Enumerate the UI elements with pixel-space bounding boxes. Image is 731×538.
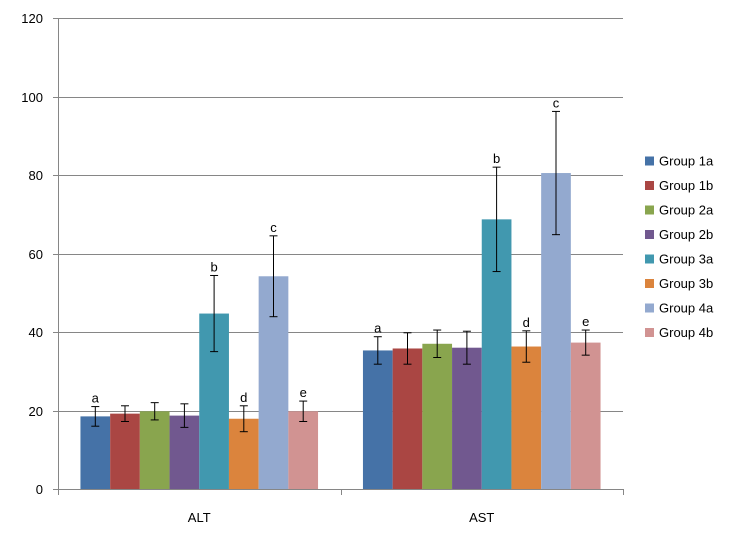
bar (422, 343, 453, 489)
legend-swatch (645, 156, 654, 166)
error-bars (91, 110, 590, 433)
bar (288, 411, 319, 489)
legend-label: Group 1b (659, 178, 713, 193)
legend-label: Group 4b (659, 325, 713, 340)
significance-label: d (240, 390, 247, 405)
legend-swatch (645, 254, 654, 264)
significance-labels: a b d c e a b d c e (92, 95, 590, 405)
bar (511, 346, 542, 489)
significance-label: c (270, 220, 277, 235)
legend-label: Group 4a (659, 301, 714, 316)
legend-label: Group 1a (659, 154, 714, 169)
bar (110, 413, 140, 489)
x-category-label: ALT (188, 510, 211, 525)
significance-label: d (523, 315, 530, 330)
y-tick-label: 100 (21, 90, 43, 105)
legend-swatch (645, 328, 654, 337)
significance-label: e (582, 314, 589, 329)
bar (80, 416, 111, 489)
legend-label: Group 3b (659, 276, 713, 291)
legend-swatch (645, 303, 654, 313)
bar (392, 348, 423, 489)
bars (80, 173, 601, 490)
y-tick-label: 80 (29, 168, 43, 183)
bar (452, 347, 482, 489)
significance-label: b (493, 151, 500, 166)
bar (139, 411, 170, 489)
legend-swatch (645, 181, 654, 190)
significance-label: a (374, 321, 382, 336)
legend-swatch (645, 230, 654, 239)
legend: Group 1a Group 1b Group 2a Group 2b Group 3a… (645, 154, 714, 340)
significance-label: c (553, 95, 560, 110)
bar (570, 342, 601, 489)
legend-swatch (645, 205, 654, 215)
significance-label: b (210, 259, 217, 274)
x-category-label: AST (469, 510, 494, 525)
legend-swatch (645, 279, 654, 288)
y-tick-label: 60 (29, 247, 43, 262)
legend-label: Group 2b (659, 227, 713, 242)
bar (362, 350, 393, 489)
legend-label: Group 2a (659, 203, 714, 218)
y-tick-label: 120 (21, 11, 43, 26)
legend-label: Group 3a (659, 252, 714, 267)
y-tick-label: 20 (29, 404, 43, 419)
significance-label: a (92, 391, 100, 406)
axes: 0 20 40 60 80 100 120 ALT AST (21, 11, 624, 525)
y-tick-label: 0 (36, 482, 43, 497)
y-tick-label: 40 (29, 325, 43, 340)
significance-label: e (300, 385, 307, 400)
